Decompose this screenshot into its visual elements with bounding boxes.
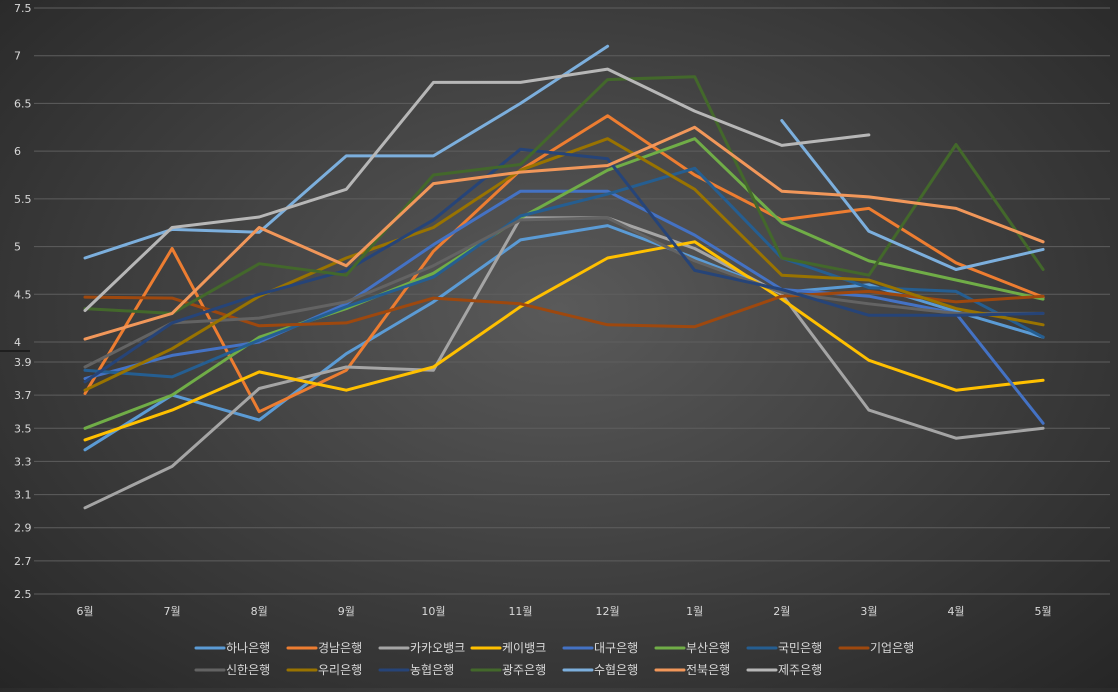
legend-label: 우리은행 [318, 662, 362, 677]
series-line-수협은행 [83, 44, 1045, 271]
legend-label: 전북은행 [686, 662, 730, 677]
y-tick-label: 5.5 [14, 193, 32, 206]
legend-label: 경남은행 [318, 640, 362, 655]
y-tick-label: 2.7 [14, 555, 32, 568]
series-line-신한은행 [83, 216, 1045, 369]
x-tick-label: 6월 [76, 605, 93, 618]
series-line-경남은행 [83, 114, 1045, 414]
y-tick-label: 3.7 [14, 389, 32, 402]
y-tick-label: 5 [14, 241, 21, 254]
y-tick-label: 6.5 [14, 97, 32, 110]
series-line-국민은행 [83, 166, 1045, 379]
series-line-농협은행 [83, 147, 1045, 384]
series-line-카카오뱅크 [83, 216, 1045, 510]
x-tick-label: 10월 [421, 605, 445, 618]
series-line-기업은행 [83, 289, 1045, 329]
legend-label: 대구은행 [594, 640, 638, 655]
series-line-대구은행 [83, 189, 1045, 425]
y-tick-label: 7 [14, 50, 21, 63]
series-line-광주은행 [83, 75, 1045, 315]
legend-label: 하나은행 [226, 640, 270, 655]
series-lines [83, 44, 1045, 510]
legend-label: 카카오뱅크 [410, 641, 465, 655]
x-tick-label: 4월 [947, 605, 964, 618]
x-tick-label: 12월 [596, 605, 620, 618]
series-line-제주은행 [83, 67, 871, 312]
legend-label: 케이뱅크 [502, 641, 546, 655]
legend-label: 농협은행 [410, 662, 454, 677]
x-tick-label: 5월 [1035, 605, 1052, 618]
y-tick-label: 4.5 [14, 288, 32, 301]
legend-label: 기업은행 [870, 640, 914, 655]
x-axis-tick-labels: 6월 7월 8월 9월 10월 11월 12월 1월 2월 3월 4월 5월 [76, 605, 1051, 618]
y-tick-label: 2.5 [14, 588, 32, 601]
series-line-전북은행 [83, 125, 1045, 341]
y-tick-label: 2.9 [14, 522, 32, 535]
legend-label: 수협은행 [594, 662, 638, 677]
x-tick-label: 1월 [686, 605, 703, 618]
x-tick-label: 7월 [164, 605, 181, 618]
x-tick-label: 8월 [251, 605, 268, 618]
series-line-케이뱅크 [83, 240, 1045, 442]
y-tick-label: 3.9 [14, 356, 32, 369]
y-tick-label: 3.1 [14, 489, 32, 502]
x-tick-label: 3월 [860, 605, 877, 618]
y-tick-label: 3.3 [14, 455, 32, 468]
y-tick-label: 4 [14, 336, 21, 349]
legend-label: 제주은행 [778, 662, 822, 677]
legend-label: 부산은행 [686, 640, 730, 655]
x-tick-label: 9월 [338, 605, 355, 618]
y-axis-tick-labels: 7.5 7 6.5 6 5.5 5 4.5 4 3.9 3.7 3.5 3.3 3.1 2.9 2.7 2.5 [14, 2, 32, 601]
legend-label: 광주은행 [502, 662, 546, 677]
y-tick-label: 3.5 [14, 422, 32, 435]
legend-label: 국민은행 [778, 640, 822, 655]
x-tick-label: 2월 [773, 605, 790, 618]
legend-label: 신한은행 [226, 662, 270, 677]
y-tick-label: 7.5 [14, 2, 32, 15]
y-tick-label: 6 [14, 145, 21, 158]
x-tick-label: 11월 [508, 605, 532, 618]
